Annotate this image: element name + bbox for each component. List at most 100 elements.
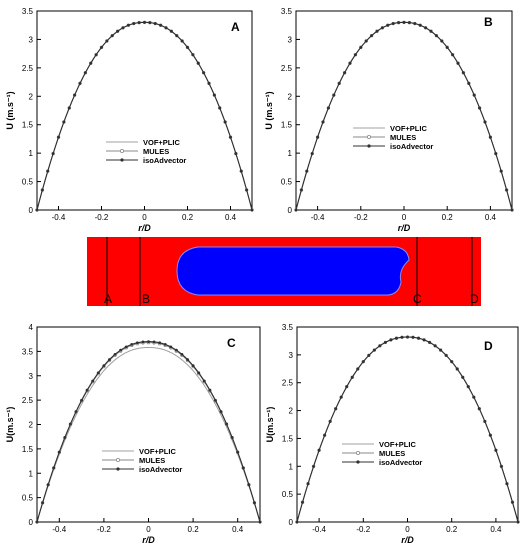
data-point-isoadvector	[505, 482, 509, 486]
series-line-isoadvector	[296, 336, 519, 523]
data-point-isoadvector	[69, 422, 72, 426]
data-point-isoadvector	[230, 436, 234, 439]
y-tick-label: 1.5	[281, 121, 293, 130]
x-tick-label: -0.4	[52, 213, 66, 222]
legend-label-vof-plic-d: VOF+PLIC	[379, 440, 416, 449]
series-line-isoadvector	[36, 21, 253, 211]
legend-a: VOF+PLIC MULES isoAdvector	[106, 138, 186, 165]
y-tick-label: 3.5	[22, 7, 34, 16]
y-tick-label: 1	[29, 469, 34, 478]
axis-ticks-a: 0 0.5 1 1.5 2 2.5 3 3.5 -0.4 -0.2 0 0.2 0.4	[22, 7, 237, 222]
series-line-isoadvector	[36, 341, 261, 523]
data-point-isoadvector	[428, 340, 431, 344]
y-tick-label: 2.5	[22, 64, 34, 73]
axis-ticks-c: 0 0.5 1 1.5 2 2.5 3 3.5 4 -0.4 -0.2 0 0.2 0.4	[22, 323, 244, 534]
legend-label-isoadvector-c: isoAdvector	[139, 465, 182, 474]
data-point-isoadvector	[91, 379, 95, 383]
x-tick-label: 0.2	[188, 525, 200, 534]
data-point-isoadvector	[219, 410, 223, 413]
y-tick-label: 3	[29, 372, 34, 381]
data-point-isoadvector	[505, 188, 508, 192]
data-point-isoadvector	[175, 34, 179, 38]
panel-label-a: A	[231, 20, 240, 34]
series-line-mules	[295, 21, 513, 211]
data-point-isoadvector	[40, 188, 44, 192]
y-tick-label: 2	[288, 92, 293, 101]
data-point-isoadvector	[466, 385, 470, 389]
data-point-isoadvector	[456, 61, 460, 65]
curves-d	[295, 335, 520, 524]
x-tick-label: 0	[142, 213, 147, 222]
x-tick-label: -0.4	[312, 525, 326, 534]
legend-marker	[116, 467, 120, 471]
y-tick-label: 3	[29, 35, 34, 44]
y-tick-label: 3	[288, 35, 293, 44]
data-point-isoadvector	[511, 500, 514, 504]
data-point-isoadvector	[234, 152, 238, 156]
data-point-isoadvector	[83, 71, 87, 75]
chart-panel-b: 0 0.5 1 1.5 2 2.5 3 3.5 -0.4 -0.2 0 0.2 0.4 r/D U (m…	[264, 7, 514, 233]
data-point-isoadvector	[310, 152, 314, 156]
legend-c: VOF+PLIC MULES isoAdvector	[102, 447, 182, 474]
legend-marker	[356, 460, 360, 464]
data-point-isoadvector	[408, 21, 411, 25]
series-line-vof-plic	[36, 346, 261, 523]
data-point-isoadvector	[417, 336, 420, 340]
y-tick-label: 2	[29, 92, 34, 101]
legend-label-mules-d: MULES	[379, 449, 405, 458]
data-point-isoadvector	[334, 407, 338, 411]
data-point-isoadvector	[186, 45, 189, 49]
x-axis-label-b: r/D	[398, 223, 411, 233]
y-axis-label-c: U(m.s⁻¹)	[5, 407, 15, 443]
y-tick-label: 0.5	[22, 494, 34, 503]
station-label-a: A	[104, 292, 112, 306]
data-point-isoadvector	[339, 395, 343, 399]
series-line-mules	[296, 336, 519, 523]
x-tick-label: -0.2	[354, 213, 368, 222]
data-point-isoadvector	[354, 53, 357, 57]
data-point-isoadvector	[180, 39, 184, 43]
data-point-isoadvector	[110, 34, 114, 38]
data-point-isoadvector	[317, 448, 321, 452]
data-point-isoadvector	[57, 450, 61, 454]
data-point-isoadvector	[462, 71, 465, 75]
data-point-isoadvector	[337, 81, 341, 85]
series-line-isoadvector	[295, 21, 513, 211]
data-point-isoadvector	[245, 188, 249, 192]
data-point-isoadvector	[207, 81, 211, 85]
y-tick-label: 1	[29, 149, 34, 158]
data-point-isoadvector	[130, 343, 134, 346]
data-point-isoadvector	[239, 169, 243, 173]
y-tick-label: 2	[289, 407, 294, 416]
data-point-isoadvector	[163, 343, 167, 346]
data-point-isoadvector	[89, 61, 93, 65]
data-point-isoadvector	[488, 433, 492, 437]
x-tick-label: 0.2	[442, 213, 454, 222]
y-tick-label: 1	[288, 149, 293, 158]
axis-ticks-d: 0 0.5 1 1.5 2 2.5 3 3.5 -0.4 -0.2 0 0.2 0.4	[282, 323, 502, 534]
data-point-isoadvector	[406, 335, 409, 339]
bubble	[176, 246, 410, 296]
data-point-isoadvector	[378, 344, 382, 348]
data-point-isoadvector	[147, 340, 150, 344]
data-point-isoadvector	[400, 335, 404, 339]
y-tick-label: 0.5	[282, 490, 294, 499]
data-point-isoadvector	[516, 520, 520, 524]
y-axis-label-d: U(m.s⁻¹)	[265, 407, 275, 443]
data-point-isoadvector	[96, 371, 100, 375]
y-axis-label-a: U (m.s⁻¹)	[5, 91, 15, 129]
data-point-isoadvector	[386, 23, 390, 27]
data-point-isoadvector	[100, 45, 103, 49]
x-axis-label-c: r/D	[142, 535, 155, 545]
data-point-isoadvector	[94, 53, 98, 57]
data-point-isoadvector	[51, 152, 55, 156]
data-point-isoadvector	[143, 20, 146, 24]
data-point-isoadvector	[483, 420, 487, 423]
x-tick-label: -0.2	[95, 213, 109, 222]
data-point-isoadvector	[381, 26, 384, 30]
chart-panel-c: 0 0.5 1 1.5 2 2.5 3 3.5 4 -0.4 -0.2 0 0.2 0.4 r/D U(m…	[5, 323, 262, 545]
x-tick-label: -0.2	[356, 525, 370, 534]
station-label-c: C	[413, 292, 422, 306]
legend-label-isoadvector-b: isoAdvector	[390, 142, 433, 151]
y-tick-label: 1	[289, 462, 294, 471]
